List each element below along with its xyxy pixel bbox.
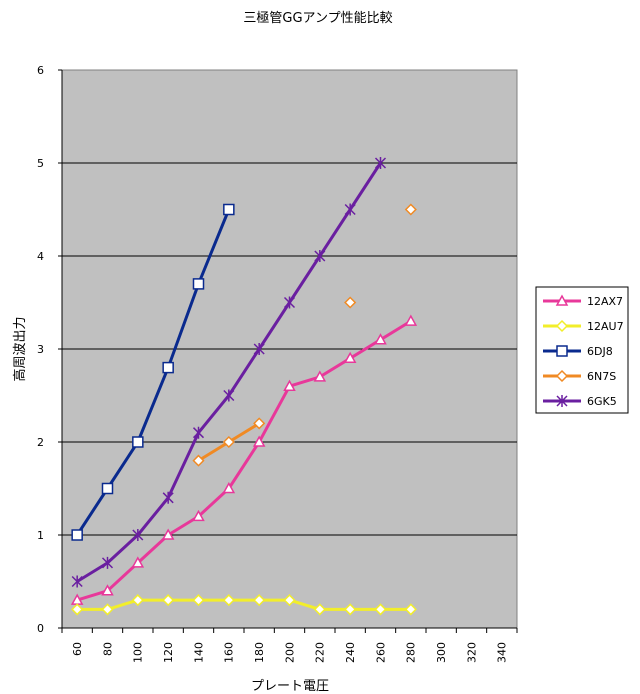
x-tick-label: 60 xyxy=(71,642,84,656)
y-tick-label: 0 xyxy=(37,622,44,635)
y-tick-label: 5 xyxy=(37,157,44,170)
data-point xyxy=(404,314,418,326)
data-point xyxy=(404,203,417,216)
y-tick-label: 1 xyxy=(37,529,44,542)
legend-marker xyxy=(555,294,569,306)
data-point xyxy=(223,389,235,402)
x-tick-label: 320 xyxy=(465,642,478,663)
y-tick-label: 4 xyxy=(37,250,44,263)
legend-item-12ax7: 12AX7 xyxy=(543,294,623,308)
data-point xyxy=(283,594,296,607)
x-tick-label: 300 xyxy=(435,642,448,663)
data-point xyxy=(101,556,114,569)
data-point xyxy=(161,528,175,540)
series-6gk5 xyxy=(71,157,387,588)
y-axis: 0 1 2 3 4 5 6 xyxy=(37,64,63,635)
data-point xyxy=(344,603,357,616)
data-point xyxy=(101,603,114,616)
x-tick-label: 260 xyxy=(374,642,387,663)
data-point xyxy=(131,594,144,607)
data-point xyxy=(374,333,387,345)
data-point xyxy=(192,278,205,290)
legend-item-6gk5: 6GK5 xyxy=(543,395,617,408)
data-point xyxy=(71,529,83,541)
x-axis: 60 80 100 120 140 160 180 200 220 240 260 280 300 320… xyxy=(61,627,518,663)
y-tick-label: 6 xyxy=(37,64,44,77)
data-point xyxy=(223,203,235,216)
data-point xyxy=(132,436,144,448)
data-point xyxy=(131,556,145,568)
data-point xyxy=(222,435,235,449)
x-tick-label: 120 xyxy=(162,642,175,663)
data-point xyxy=(252,435,266,447)
x-tick-label: 220 xyxy=(314,642,327,663)
legend-label: 6N7S xyxy=(587,370,616,383)
data-point xyxy=(344,203,356,216)
data-point xyxy=(374,603,387,616)
data-point xyxy=(374,157,387,169)
legend: 12AX7 12AU7 6DJ8 6N7S 6GK5 xyxy=(535,286,629,414)
data-point xyxy=(314,250,326,262)
legend-label: 12AU7 xyxy=(587,320,624,333)
legend-item-6n7s: 6N7S xyxy=(543,369,616,383)
legend-item-12au7: 12AU7 xyxy=(543,319,624,333)
data-point xyxy=(132,529,144,541)
legend-marker xyxy=(556,395,568,407)
legend-marker xyxy=(556,345,568,357)
x-tick-label: 280 xyxy=(405,642,418,663)
series-12ax7 xyxy=(70,314,418,605)
y-tick-label: 3 xyxy=(37,343,44,356)
data-point xyxy=(253,417,266,430)
data-point xyxy=(283,379,296,391)
data-point xyxy=(192,594,205,607)
x-tick-label: 240 xyxy=(344,642,357,663)
series-group xyxy=(70,157,418,616)
y-tick-label: 2 xyxy=(37,436,44,449)
x-tick-label: 200 xyxy=(283,642,296,663)
legend-marker xyxy=(555,369,569,383)
data-point xyxy=(101,584,114,596)
legend-label: 12AX7 xyxy=(587,295,623,308)
data-point xyxy=(404,603,417,616)
data-point xyxy=(162,491,174,504)
data-point xyxy=(313,370,327,382)
x-tick-label: 160 xyxy=(223,642,236,663)
chart-title: 三極管GGアンプ性能比較 xyxy=(243,10,392,26)
data-point xyxy=(192,426,205,439)
x-tick-label: 80 xyxy=(101,642,114,656)
data-point xyxy=(253,343,265,355)
legend-item-6dj8: 6DJ8 xyxy=(543,345,613,358)
data-point xyxy=(162,361,174,374)
data-point xyxy=(313,603,326,616)
x-tick-label: 100 xyxy=(132,642,145,663)
data-point xyxy=(222,594,235,607)
data-point xyxy=(283,296,296,309)
data-point xyxy=(344,296,357,309)
data-point xyxy=(343,351,357,364)
data-point xyxy=(71,575,83,588)
data-point xyxy=(253,594,266,607)
series-12au7 xyxy=(71,594,417,616)
data-point xyxy=(71,603,84,616)
series-6dj8 xyxy=(71,203,235,541)
data-point xyxy=(162,594,175,607)
legend-label: 6DJ8 xyxy=(587,345,613,358)
data-point xyxy=(192,509,205,522)
x-tick-label: 340 xyxy=(496,642,509,663)
x-tick-label: 180 xyxy=(253,642,266,663)
data-point xyxy=(192,454,205,467)
y-axis-label: 高周波出力 xyxy=(12,316,28,381)
legend-marker xyxy=(555,319,569,333)
series-line xyxy=(75,208,231,536)
x-axis-label: プレート電圧 xyxy=(251,679,329,694)
series-6n7s xyxy=(192,203,417,467)
x-tick-label: 140 xyxy=(192,642,205,663)
data-point xyxy=(222,481,236,494)
legend-label: 6GK5 xyxy=(587,395,617,408)
data-point xyxy=(101,482,114,495)
